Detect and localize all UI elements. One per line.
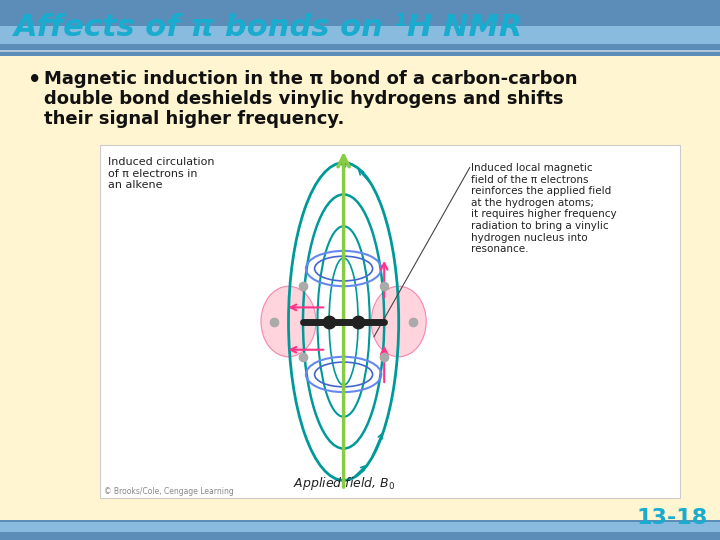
- Bar: [0, 51, 720, 56]
- Text: •: •: [28, 70, 41, 90]
- Text: Induced circulation
of π electrons in
an alkene: Induced circulation of π electrons in an…: [108, 157, 215, 190]
- Bar: [0, 522, 720, 532]
- Text: Induced local magnetic
field of the π electrons
reinforces the applied field
at : Induced local magnetic field of the π el…: [471, 163, 617, 254]
- Bar: [0, 50, 720, 52]
- Ellipse shape: [261, 286, 316, 357]
- Text: © Brooks/Cole, Cengage Learning: © Brooks/Cole, Cengage Learning: [104, 487, 234, 496]
- Bar: [0, 520, 720, 540]
- Bar: [0, 26, 720, 44]
- Text: Magnetic induction in the π bond of a carbon-carbon: Magnetic induction in the π bond of a ca…: [44, 70, 577, 88]
- Text: their signal higher frequency.: their signal higher frequency.: [44, 110, 344, 128]
- Text: double bond deshields vinylic hydrogens and shifts: double bond deshields vinylic hydrogens …: [44, 90, 564, 108]
- Bar: [100, 145, 680, 498]
- Ellipse shape: [371, 286, 426, 357]
- Text: Affects of π bonds on ¹H NMR: Affects of π bonds on ¹H NMR: [14, 14, 523, 43]
- Bar: [0, 0, 720, 52]
- Text: 13-18: 13-18: [636, 508, 708, 528]
- Text: Applied field, $B_0$: Applied field, $B_0$: [292, 475, 395, 492]
